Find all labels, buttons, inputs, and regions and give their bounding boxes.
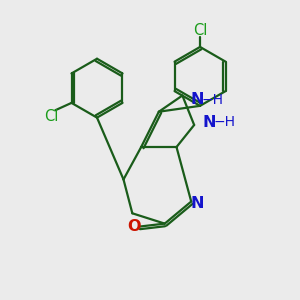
- Text: N: N: [190, 92, 204, 107]
- Text: −H: −H: [213, 115, 235, 129]
- Text: Cl: Cl: [45, 109, 59, 124]
- Text: Cl: Cl: [193, 23, 207, 38]
- Text: O: O: [128, 219, 141, 234]
- Text: N: N: [191, 196, 205, 211]
- Text: −H: −H: [202, 93, 224, 107]
- Text: N: N: [202, 115, 216, 130]
